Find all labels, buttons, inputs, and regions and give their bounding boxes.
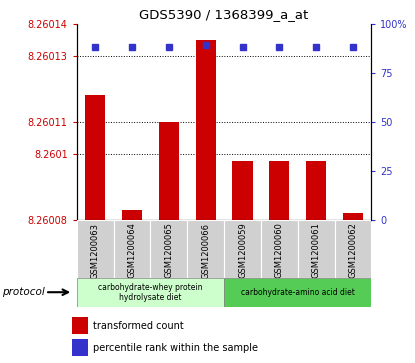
Bar — [298, 220, 334, 278]
Bar — [187, 220, 224, 278]
Bar — [224, 278, 371, 307]
Text: transformed count: transformed count — [93, 321, 183, 331]
Bar — [261, 220, 298, 278]
Bar — [122, 210, 142, 220]
Text: GSM1200063: GSM1200063 — [91, 223, 100, 278]
Text: percentile rank within the sample: percentile rank within the sample — [93, 343, 258, 352]
Bar — [77, 278, 224, 307]
Bar — [306, 161, 326, 220]
Bar — [151, 220, 187, 278]
Bar — [71, 317, 88, 334]
Text: carbohydrate-amino acid diet: carbohydrate-amino acid diet — [241, 288, 355, 297]
Bar — [343, 213, 363, 220]
Bar — [195, 40, 216, 220]
Bar — [85, 95, 105, 220]
Text: carbohydrate-whey protein
hydrolysate diet: carbohydrate-whey protein hydrolysate di… — [98, 282, 203, 302]
Bar — [232, 161, 253, 220]
Text: GSM1200066: GSM1200066 — [201, 223, 210, 278]
Bar — [224, 220, 261, 278]
Bar — [159, 122, 179, 220]
Text: GSM1200062: GSM1200062 — [349, 223, 357, 278]
Bar — [71, 339, 88, 356]
Title: GDS5390 / 1368399_a_at: GDS5390 / 1368399_a_at — [139, 8, 309, 21]
Text: GSM1200065: GSM1200065 — [164, 223, 173, 278]
Text: GSM1200059: GSM1200059 — [238, 223, 247, 278]
Text: GSM1200064: GSM1200064 — [127, 223, 137, 278]
Text: protocol: protocol — [2, 287, 45, 297]
Bar — [77, 220, 114, 278]
Text: GSM1200061: GSM1200061 — [312, 223, 321, 278]
Bar — [334, 220, 371, 278]
Bar — [269, 161, 290, 220]
Text: GSM1200060: GSM1200060 — [275, 223, 284, 278]
Bar — [114, 220, 151, 278]
